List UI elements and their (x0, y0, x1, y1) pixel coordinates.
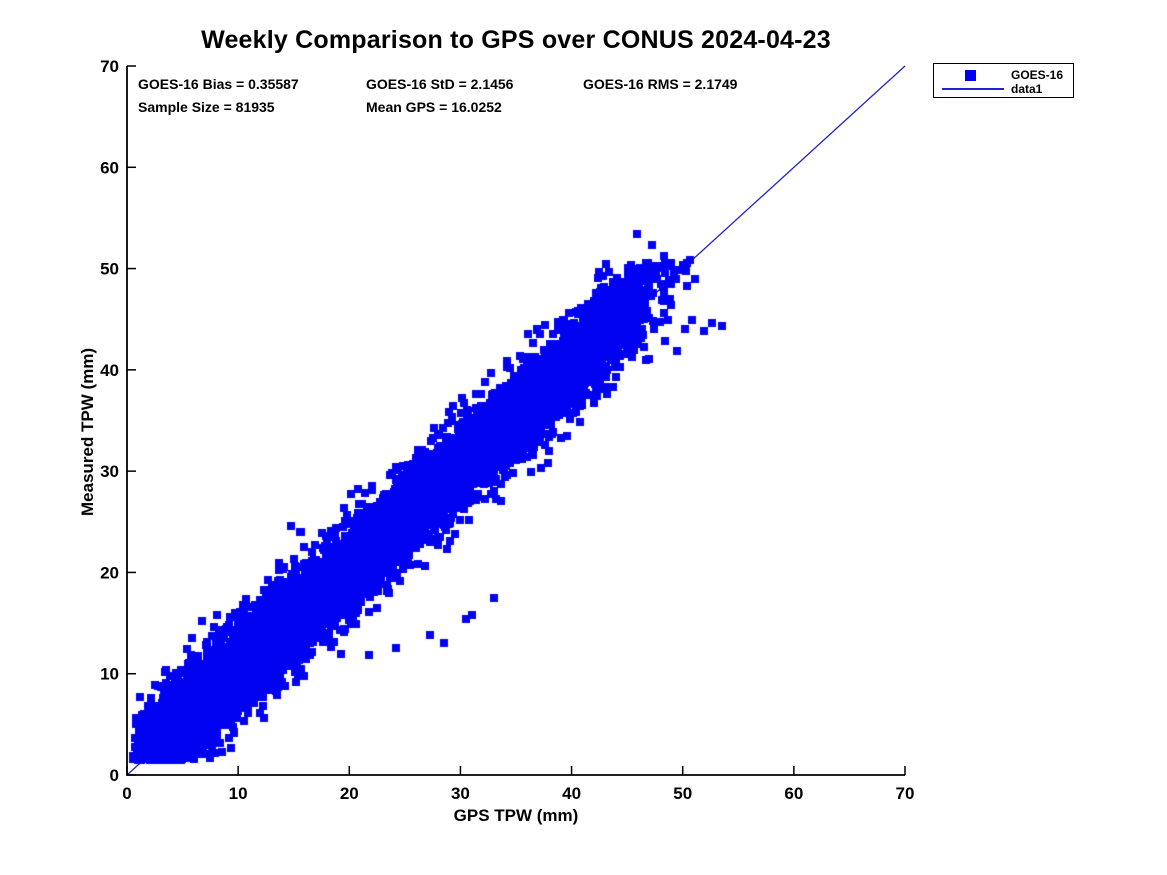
legend-label-goes16: GOES-16 (1011, 68, 1064, 82)
legend-box: GOES-16 data1 (933, 63, 1074, 98)
stat-sample-size: Sample Size = 81935 (138, 99, 275, 115)
legend-line-sample-icon (942, 88, 1004, 90)
chart-title: Weekly Comparison to GPS over CONUS 2024… (201, 26, 831, 54)
y-axis-label: Measured TPW (mm) (78, 347, 97, 517)
legend-marker-square-icon (965, 70, 976, 81)
stat-rms: GOES-16 RMS = 2.1749 (583, 76, 738, 92)
x-axis-label: GPS TPW (mm) (453, 806, 579, 825)
legend-label-data1: data1 (1011, 82, 1043, 96)
stat-bias: GOES-16 Bias = 0.35587 (138, 76, 299, 92)
stat-std: GOES-16 StD = 2.1456 (366, 76, 514, 92)
stat-mean-gps: Mean GPS = 16.0252 (366, 99, 502, 115)
